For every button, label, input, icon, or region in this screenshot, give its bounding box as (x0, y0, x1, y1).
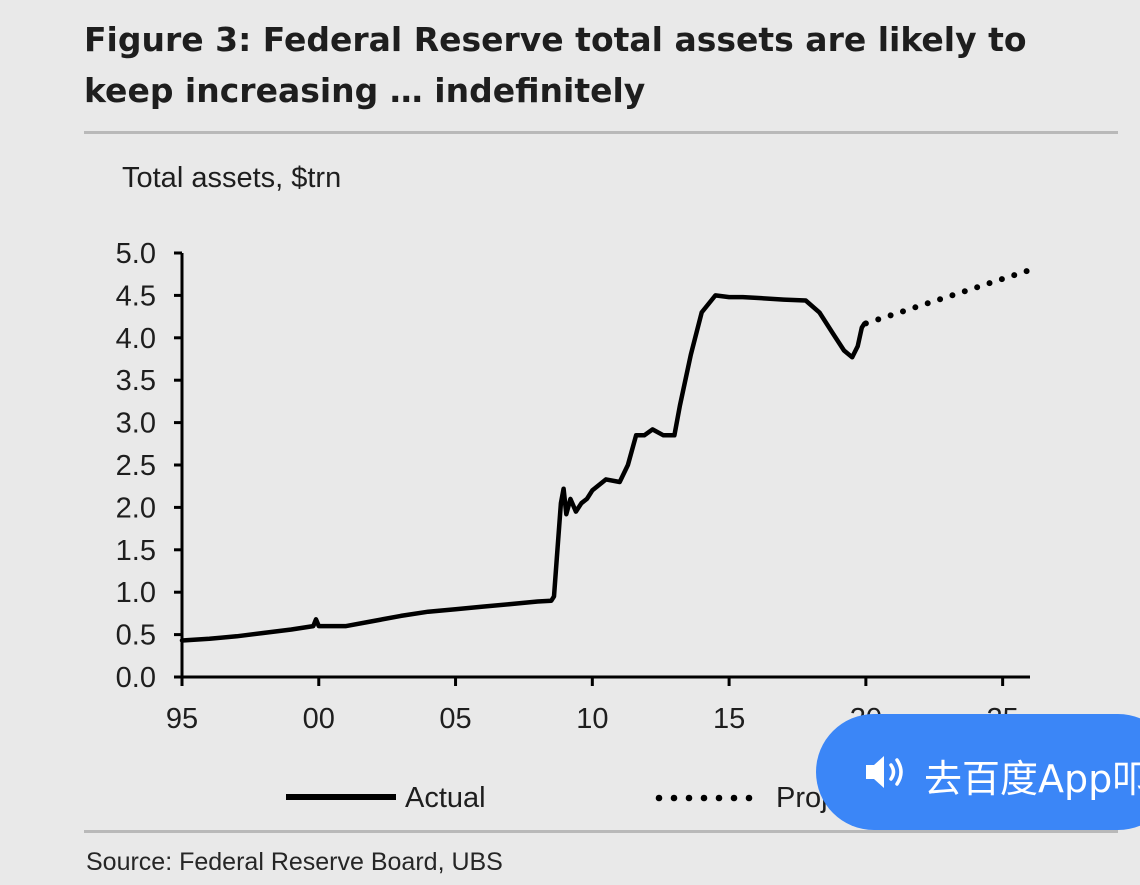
y-tick-label: 2.5 (116, 450, 156, 482)
y-tick-label: 3.0 (116, 408, 156, 440)
y-tick-label: 1.0 (116, 577, 156, 609)
legend-projection-swatch (655, 794, 753, 802)
y-tick-label: 0.5 (116, 620, 156, 652)
legend-projection-dot (715, 794, 723, 802)
x-tick-label: 00 (303, 703, 335, 735)
x-tick-label: 05 (439, 703, 471, 735)
bottom-divider (84, 830, 1118, 833)
x-tick-label: 95 (166, 703, 198, 735)
legend-projection-dot (670, 794, 678, 802)
y-tick-label: 3.5 (116, 365, 156, 397)
legend-projection-dot (655, 794, 663, 802)
y-tick-label: 1.5 (116, 535, 156, 567)
y-tick-label: 0.0 (116, 662, 156, 694)
y-axis-label: Total assets, $trn (122, 162, 341, 194)
open-baidu-app-label: 去百度App叩 (924, 757, 1140, 801)
y-tick-label: 2.0 (116, 492, 156, 524)
axes (180, 253, 1030, 679)
top-divider (84, 131, 1118, 134)
legend-projection-dot (685, 794, 693, 802)
x-tick-label: 10 (576, 703, 608, 735)
y-ticks: 5.0 4.5 4.0 3.5 3.0 2.5 2.0 1.5 1.0 0.5 0.0 (116, 238, 182, 694)
legend-actual-label: Actual (405, 782, 486, 814)
y-tick-label: 4.5 (116, 280, 156, 312)
chart-title: Figure 3: Federal Reserve total assets a… (84, 20, 1027, 110)
series-layer (179, 267, 1033, 643)
series-line-actual (179, 293, 867, 643)
legend: Actual Projection (286, 782, 905, 814)
open-baidu-app-button[interactable]: 去百度App叩 (816, 714, 1140, 830)
speaker-icon (866, 756, 903, 788)
legend-projection-dot (700, 794, 708, 802)
legend-projection-dot (730, 794, 738, 802)
y-tick-label: 5.0 (116, 238, 156, 270)
x-tick-label: 15 (713, 703, 745, 735)
y-tick-label: 4.0 (116, 323, 156, 355)
legend-projection-dot (745, 794, 753, 802)
source-note: Source: Federal Reserve Board, UBS (86, 848, 503, 876)
series-line-projection (862, 267, 1033, 327)
